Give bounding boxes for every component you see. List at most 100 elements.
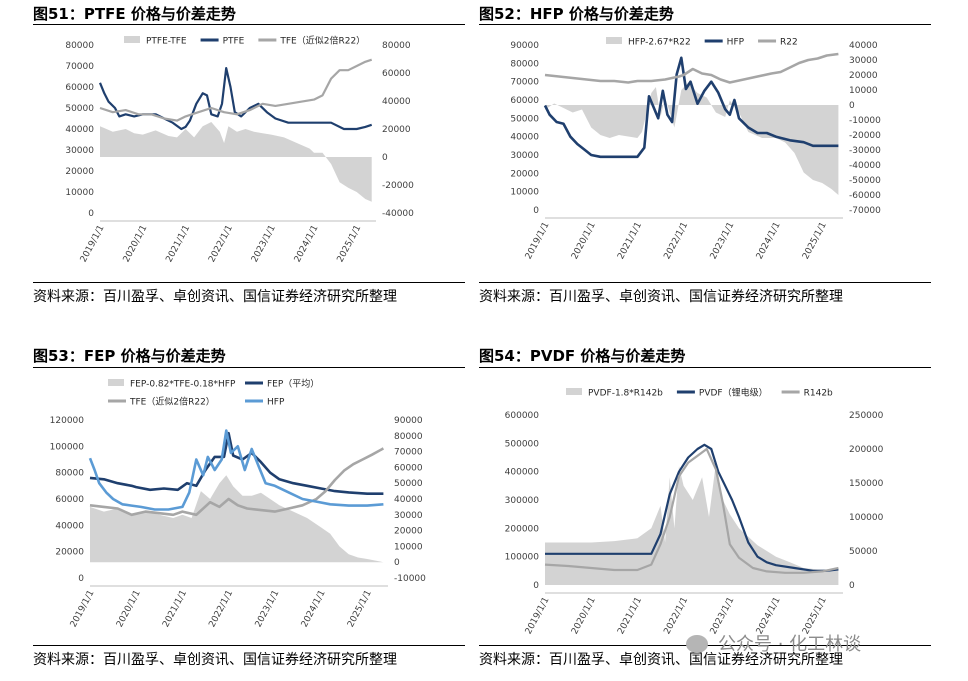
- legend-label: R22: [780, 38, 798, 48]
- title-rule: [479, 24, 931, 25]
- y-right-tick-label: -20000: [382, 181, 414, 191]
- y-right-tick-label: -20000: [849, 131, 881, 141]
- y-right-tick-label: 150000: [849, 479, 884, 489]
- y-left-tick-label: 0: [78, 574, 84, 584]
- y-right-tick-label: 0: [394, 558, 400, 568]
- y-right-tick-label: 0: [382, 153, 388, 163]
- series-line-1: [543, 56, 839, 159]
- watermark-text: 公众号 · 化工林谈: [718, 634, 862, 655]
- legend-label: HFP: [727, 38, 745, 48]
- series-area-0: [545, 82, 839, 195]
- y-right-tick-label: 20000: [849, 71, 878, 81]
- y-left-tick-label: 40000: [55, 521, 84, 531]
- y-left-tick-label: 30000: [65, 146, 94, 156]
- legend-swatch: [108, 379, 124, 386]
- y-right-tick-label: -60000: [849, 191, 881, 201]
- y-right-tick-label: 40000: [394, 495, 423, 505]
- y-left-tick-label: 80000: [510, 59, 539, 69]
- y-right-tick-label: 20000: [394, 527, 423, 537]
- y-right-tick-label: 40000: [382, 97, 411, 107]
- y-right-tick-label: -10000: [394, 574, 426, 584]
- y-left-tick-label: 600000: [505, 411, 540, 421]
- y-left-tick-label: 120000: [50, 416, 85, 426]
- legend-label: R142b: [804, 389, 833, 399]
- y-left-tick-label: 80000: [55, 469, 84, 479]
- x-tick-label: 2019/1/1: [524, 596, 552, 636]
- series-area-0: [90, 475, 384, 563]
- y-left-tick-label: 20000: [55, 548, 84, 558]
- legend-label: PVDF-1.8*R142b: [588, 389, 663, 399]
- y-left-tick-label: 90000: [510, 41, 539, 51]
- legend-label: FEP-0.82*TFE-0.18*HFP: [130, 380, 236, 390]
- title-rule: [479, 367, 931, 368]
- y-right-tick-label: 10000: [394, 542, 423, 552]
- x-tick-label: 2021/1/1: [616, 596, 644, 636]
- y-left-tick-label: 20000: [65, 167, 94, 177]
- y-right-tick-label: 250000: [849, 411, 884, 421]
- series-line-2: [99, 58, 373, 122]
- source-rule: [479, 282, 931, 283]
- y-left-tick-label: 10000: [510, 188, 539, 198]
- legend-label: TFE（近似2倍R22）: [279, 35, 365, 47]
- y-right-tick-label: -40000: [382, 209, 414, 219]
- source-note: 资料来源：百川盈孚、卓创资讯、国信证券经济研究所整理: [33, 652, 397, 668]
- y-right-tick-label: 70000: [394, 448, 423, 458]
- y-left-tick-label: 100000: [505, 553, 540, 563]
- series-line-1: [89, 431, 384, 496]
- y-left-tick-label: 60000: [55, 495, 84, 505]
- y-right-tick-label: 200000: [849, 445, 884, 455]
- y-right-tick-label: 30000: [394, 511, 423, 521]
- y-right-tick-label: 50000: [849, 547, 878, 557]
- y-left-tick-label: 20000: [510, 169, 539, 179]
- y-right-tick-label: 0: [849, 581, 855, 591]
- series-line-2: [544, 447, 839, 574]
- y-right-tick-label: 10000: [849, 86, 878, 96]
- panel-title: 图52：HFP 价格与价差走势: [479, 5, 674, 23]
- y-left-tick-label: 400000: [505, 468, 540, 478]
- y-left-tick-label: 500000: [505, 439, 540, 449]
- legend-label: PTFE-TFE: [146, 37, 187, 47]
- y-right-tick-label: -50000: [849, 176, 881, 186]
- y-left-tick-label: 200000: [505, 524, 540, 534]
- legend-label: FEP（平均）: [267, 378, 319, 390]
- y-left-tick-label: 50000: [65, 104, 94, 114]
- y-left-tick-label: 60000: [65, 83, 94, 93]
- y-left-tick-label: 0: [533, 206, 539, 216]
- y-right-tick-label: 90000: [394, 416, 423, 426]
- legend-swatch: [606, 37, 622, 44]
- y-left-tick-label: 60000: [510, 96, 539, 106]
- y-left-tick-label: 0: [533, 581, 539, 591]
- source-note: 资料来源：百川盈孚、卓创资讯、国信证券经济研究所整理: [33, 289, 397, 305]
- series-line-1: [545, 443, 839, 572]
- y-right-tick-label: 30000: [849, 56, 878, 66]
- y-left-tick-label: 0: [88, 209, 94, 219]
- y-left-tick-label: 50000: [510, 114, 539, 124]
- source-note: 资料来源：百川盈孚、卓创资讯、国信证券经济研究所整理: [479, 652, 843, 668]
- x-tick-label: 2020/1/1: [570, 596, 598, 636]
- series-area-0: [100, 122, 372, 202]
- series-line-2: [544, 52, 839, 84]
- y-left-tick-label: 300000: [505, 496, 540, 506]
- y-right-tick-label: 100000: [849, 513, 884, 523]
- y-right-tick-label: -40000: [849, 161, 881, 171]
- legend-label: PVDF（锂电级）: [699, 387, 768, 399]
- y-right-tick-label: 60000: [394, 463, 423, 473]
- y-right-tick-label: 80000: [382, 41, 411, 51]
- y-left-tick-label: 30000: [510, 151, 539, 161]
- panel-title: 图53：FEP 价格与价差走势: [33, 347, 226, 365]
- series-line-2: [89, 447, 385, 517]
- y-right-tick-label: 60000: [382, 69, 411, 79]
- wechat-icon: [686, 635, 708, 653]
- y-left-tick-label: 70000: [510, 78, 539, 88]
- watermark: 公众号 · 化工林谈: [686, 630, 861, 656]
- title-rule: [33, 24, 465, 25]
- source-note: 资料来源：百川盈孚、卓创资讯、国信证券经济研究所整理: [479, 289, 843, 305]
- y-left-tick-label: 70000: [65, 62, 94, 72]
- y-right-tick-label: -70000: [849, 206, 881, 216]
- y-right-tick-label: 40000: [849, 41, 878, 51]
- legend-label: TFE（近似2倍R22）: [129, 396, 215, 408]
- legend-swatch: [566, 388, 582, 395]
- y-right-tick-label: 0: [849, 101, 855, 111]
